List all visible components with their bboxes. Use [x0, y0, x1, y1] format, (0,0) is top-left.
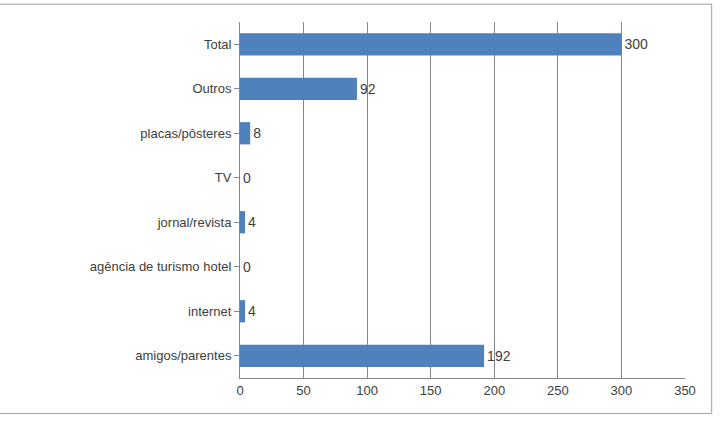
svg-text:250: 250	[547, 383, 569, 398]
svg-text:jornal/revista: jornal/revista	[157, 215, 232, 230]
svg-text:300: 300	[611, 383, 633, 398]
svg-text:0: 0	[236, 383, 243, 398]
svg-text:placas/pôsteres: placas/pôsteres	[140, 126, 232, 141]
svg-text:300: 300	[624, 36, 648, 52]
svg-text:92: 92	[360, 81, 376, 97]
svg-text:200: 200	[483, 383, 505, 398]
svg-text:agência de turismo hotel: agência de turismo hotel	[90, 259, 232, 274]
svg-text:192: 192	[487, 348, 511, 364]
svg-text:50: 50	[296, 383, 310, 398]
svg-text:8: 8	[253, 125, 261, 141]
svg-text:0: 0	[243, 170, 251, 186]
svg-text:100: 100	[356, 383, 378, 398]
svg-text:amigos/parentes: amigos/parentes	[135, 348, 232, 363]
svg-text:TV: TV	[215, 170, 232, 185]
svg-text:Outros: Outros	[192, 81, 232, 96]
svg-text:4: 4	[248, 214, 256, 230]
svg-text:0: 0	[243, 259, 251, 275]
svg-text:4: 4	[248, 303, 256, 319]
svg-text:350: 350	[674, 383, 696, 398]
svg-text:internet: internet	[188, 304, 232, 319]
svg-text:150: 150	[420, 383, 442, 398]
svg-text:Total: Total	[204, 37, 232, 52]
